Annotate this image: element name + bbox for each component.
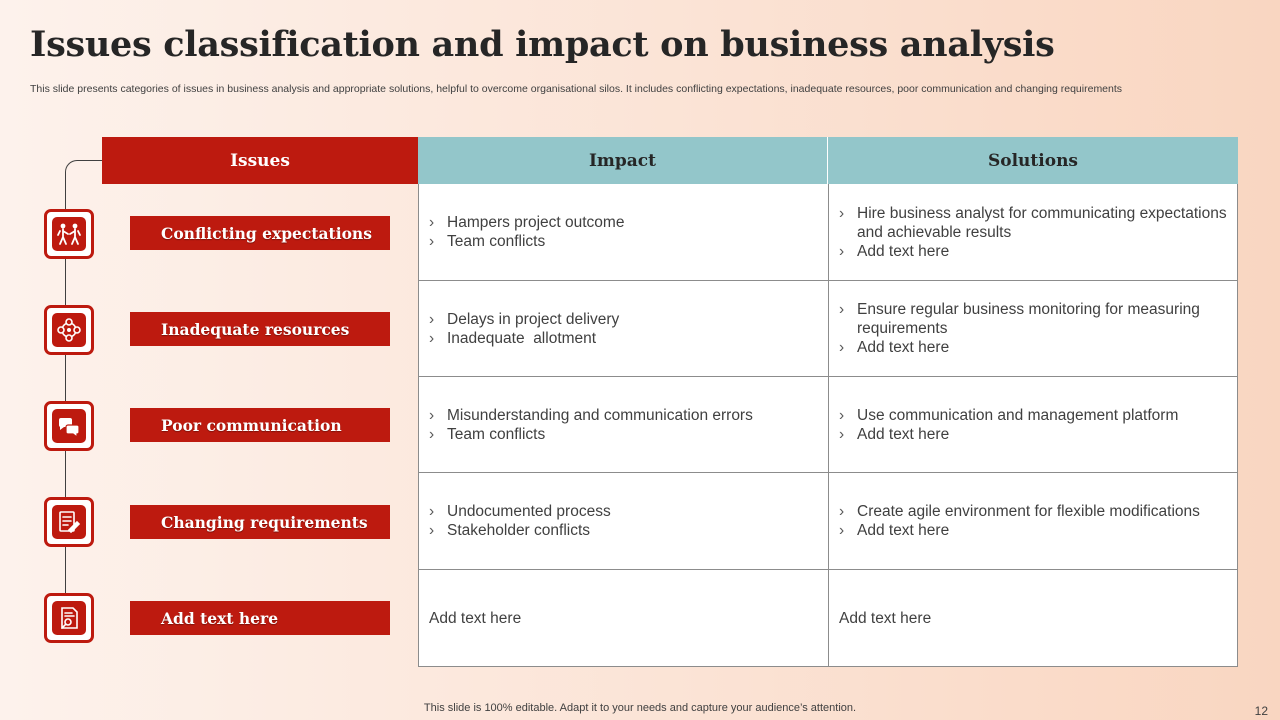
solution-text: Ensure regular business monitoring for m…: [857, 301, 1200, 337]
page-number: 12: [1254, 704, 1268, 718]
issue-label-changing-requirements: Changing requirements: [130, 505, 390, 539]
issue-label-add-text: Add text here: [130, 601, 390, 635]
impact-item: › Misunderstanding and communication erro…: [429, 406, 818, 425]
chevron-right-icon: ›: [839, 242, 845, 260]
solution-item: › Hire business analyst for communicating…: [839, 204, 1227, 242]
impact-text: Delays in project delivery: [447, 310, 620, 328]
impact-text: Add text here: [429, 609, 522, 627]
impact-cell: Add text here: [419, 570, 828, 666]
solution-item: › Add text here: [839, 242, 1227, 261]
issue-label-conflicting-expectations: Conflicting expectations: [130, 216, 390, 250]
impact-item: › Undocumented process: [429, 502, 818, 521]
solution-text: Use communication and management platfor…: [857, 406, 1179, 424]
impact-cell: › Hampers project outcome › Team conflicts: [419, 184, 828, 280]
solution-item: › Add text here: [839, 425, 1227, 444]
page-subtitle: This slide presents categories of issues…: [30, 83, 1123, 95]
solutions-cell: › Use communication and management platfo…: [829, 377, 1237, 472]
row-divider: [419, 569, 1237, 570]
timeline-connector-top: [65, 160, 104, 185]
solution-item: › Use communication and management platfo…: [839, 406, 1227, 425]
page-title: Issues classification and impact on busi…: [30, 24, 1055, 65]
solutions-cell: Add text here: [829, 570, 1237, 666]
chevron-right-icon: ›: [839, 425, 845, 443]
impact-item: › Team conflicts: [429, 232, 818, 251]
impact-item: › Hampers project outcome: [429, 213, 818, 232]
solution-text: Hire business analyst for communicating …: [857, 204, 1227, 241]
column-header-solutions: Solutions: [828, 137, 1238, 184]
solution-item: › Add text here: [839, 521, 1227, 540]
solutions-cell: › Hire business analyst for communicating…: [829, 184, 1237, 280]
chat-bubbles-icon: [44, 401, 94, 451]
chevron-right-icon: ›: [429, 425, 435, 443]
row-divider: [419, 280, 1237, 281]
impact-text: Inadequate allotment: [447, 329, 597, 347]
chevron-right-icon: ›: [429, 522, 435, 539]
chevron-right-icon: ›: [429, 233, 435, 250]
impact-text: Team conflicts: [447, 233, 546, 250]
chevron-right-icon: ›: [839, 503, 845, 520]
chevron-right-icon: ›: [429, 503, 435, 520]
solution-item: › Create agile environment for flexible m…: [839, 502, 1227, 521]
row-divider: [419, 472, 1237, 473]
solution-item: › Ensure regular business monitoring for …: [839, 300, 1227, 338]
issue-label-inadequate-resources: Inadequate resources: [130, 312, 390, 346]
issues-table: › Hampers project outcome › Team conflicts…: [418, 184, 1238, 667]
impact-item: › Team conflicts: [429, 425, 818, 444]
solution-text: Add text here: [857, 425, 950, 443]
column-divider: [828, 184, 829, 667]
solutions-cell: › Create agile environment for flexible m…: [829, 473, 1237, 569]
solution-item: › Add text here: [839, 338, 1227, 357]
impact-text: Stakeholder conflicts: [447, 522, 591, 539]
solution-text: Add text here: [857, 339, 950, 356]
people-conflict-icon: [44, 209, 94, 259]
impact-item: › Delays in project delivery: [429, 310, 818, 329]
impact-cell: › Misunderstanding and communication erro…: [419, 377, 828, 472]
impact-text: Undocumented process: [447, 503, 611, 520]
impact-text: Team conflicts: [447, 425, 546, 443]
issue-label-poor-communication: Poor communication: [130, 408, 390, 442]
chevron-right-icon: ›: [429, 214, 435, 231]
impact-cell: › Delays in project delivery › Inadequate …: [419, 281, 828, 376]
impact-text: Misunderstanding and communication error…: [447, 406, 753, 424]
solution-text: Add text here: [839, 609, 932, 627]
column-header-issues: Issues: [102, 137, 418, 184]
impact-cell: › Undocumented process › Stakeholder confl…: [419, 473, 828, 569]
solution-text: Create agile environment for flexible mo…: [857, 503, 1200, 520]
solution-text: Add text here: [857, 242, 950, 260]
solutions-cell: › Ensure regular business monitoring for …: [829, 281, 1237, 376]
checklist-change-icon: [44, 497, 94, 547]
chevron-right-icon: ›: [839, 522, 845, 539]
chevron-right-icon: ›: [839, 301, 845, 318]
chevron-right-icon: ›: [839, 406, 845, 424]
chevron-right-icon: ›: [839, 339, 845, 356]
document-search-icon: [44, 593, 94, 643]
resources-network-icon: [44, 305, 94, 355]
footer-note: This slide is 100% editable. Adapt it to…: [423, 702, 857, 714]
timeline-connector: [65, 183, 66, 599]
impact-text: Hampers project outcome: [447, 214, 625, 231]
impact-item: › Inadequate allotment: [429, 329, 818, 348]
impact-item: › Stakeholder conflicts: [429, 521, 818, 540]
chevron-right-icon: ›: [839, 204, 845, 222]
row-divider: [419, 376, 1237, 377]
column-header-impact: Impact: [418, 137, 828, 184]
solution-text: Add text here: [857, 522, 950, 539]
chevron-right-icon: ›: [429, 329, 435, 347]
chevron-right-icon: ›: [429, 310, 435, 328]
chevron-right-icon: ›: [429, 406, 435, 424]
